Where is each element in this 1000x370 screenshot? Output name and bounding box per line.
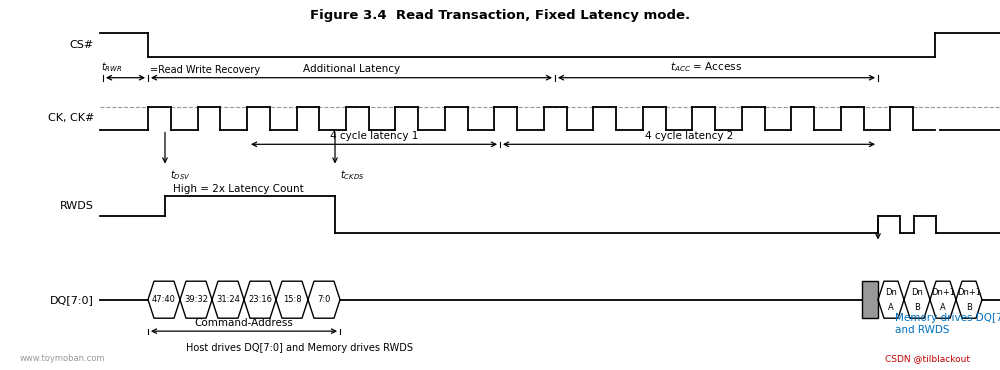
Text: $t_{ACC}$ = Access: $t_{ACC}$ = Access [670,61,743,74]
Text: Figure 3.4  Read Transaction, Fixed Latency mode.: Figure 3.4 Read Transaction, Fixed Laten… [310,9,690,22]
Text: A: A [940,303,946,312]
Text: High = 2x Latency Count: High = 2x Latency Count [173,184,304,194]
Text: B: B [966,303,972,312]
Text: $t_{RWR}$: $t_{RWR}$ [101,60,122,74]
Text: 47:40: 47:40 [152,295,176,304]
Text: RWDS: RWDS [60,201,94,211]
Text: DQ[7:0]: DQ[7:0] [50,295,94,305]
Text: 23:16: 23:16 [248,295,272,304]
Text: 4 cycle latency 2: 4 cycle latency 2 [645,131,733,141]
Text: CS#: CS# [70,40,94,50]
Text: Additional Latency: Additional Latency [303,64,400,74]
Text: 39:32: 39:32 [184,295,208,304]
Bar [862,281,878,318]
Text: A: A [888,303,894,312]
Text: Host drives DQ[7:0] and Memory drives RWDS: Host drives DQ[7:0] and Memory drives RW… [186,343,414,353]
Text: Dn+1: Dn+1 [957,288,981,297]
Text: $t_{DSV}$: $t_{DSV}$ [170,168,190,182]
Text: Dn: Dn [911,288,923,297]
Text: 31:24: 31:24 [216,295,240,304]
Text: 7:0: 7:0 [317,295,331,304]
Text: B: B [914,303,920,312]
Text: CSDN @tilblackout: CSDN @tilblackout [885,354,970,363]
Text: www.toymoban.com: www.toymoban.com [20,354,106,363]
Text: 15:8: 15:8 [283,295,301,304]
Text: $t_{CKDS}$: $t_{CKDS}$ [340,168,364,182]
Text: Dn: Dn [885,288,897,297]
Text: =Read Write Recovery: =Read Write Recovery [150,65,260,75]
Text: Command-Address: Command-Address [195,318,293,328]
Text: Dn+1: Dn+1 [931,288,955,297]
Text: Memory drives DQ[7:0]
and RWDS: Memory drives DQ[7:0] and RWDS [895,313,1000,335]
Text: CK, CK#: CK, CK# [48,113,94,124]
Text: 4 cycle latency 1: 4 cycle latency 1 [330,131,418,141]
